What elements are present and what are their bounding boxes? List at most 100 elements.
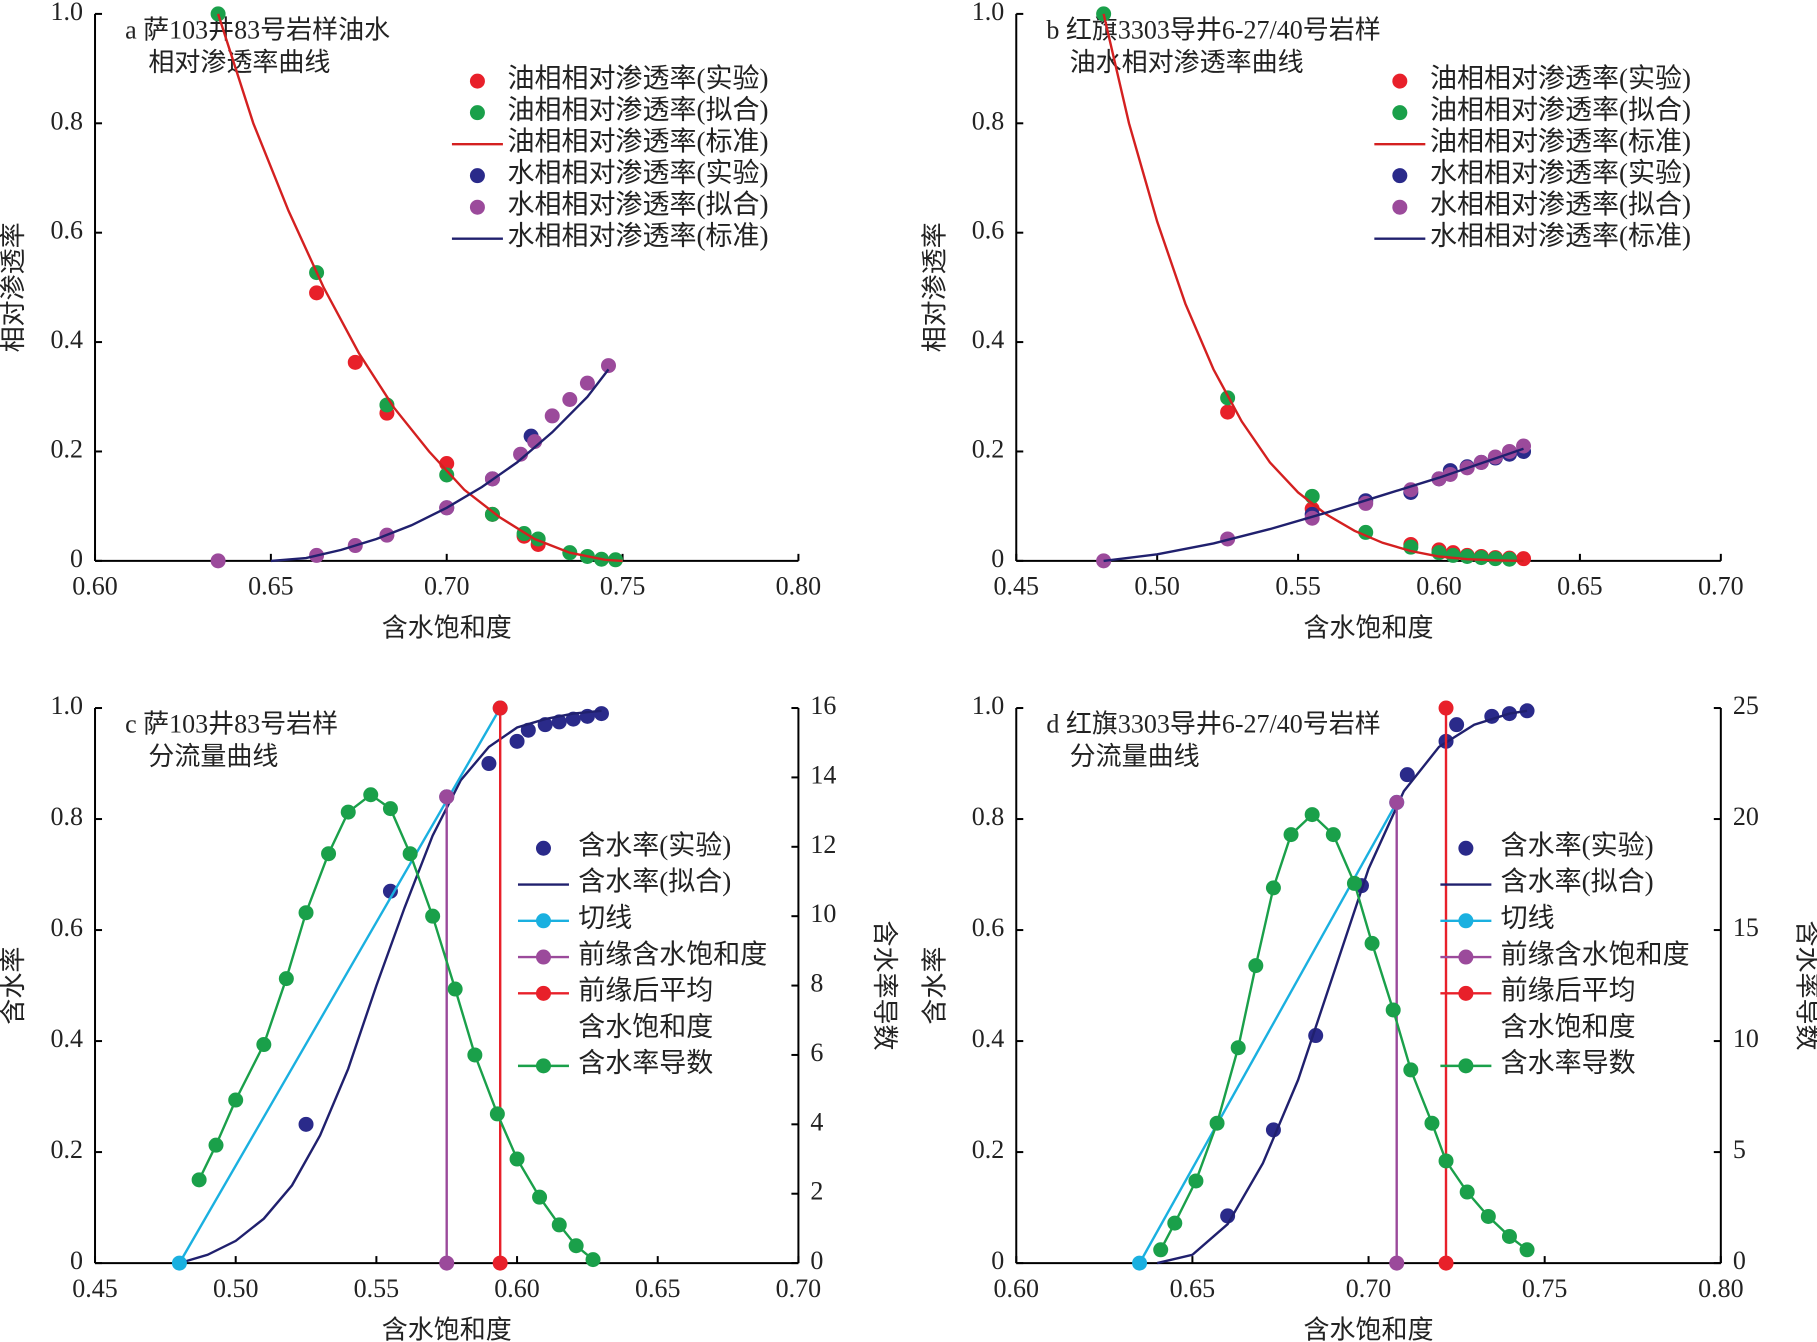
legend-label: 前缘后平均 [578, 976, 713, 1006]
chart-title: 油水相对渗透率曲线 [1070, 48, 1304, 77]
data-point [1265, 1122, 1281, 1138]
legend-marker [1392, 199, 1408, 215]
y2-tick-label: 6 [810, 1038, 823, 1067]
series-line [270, 368, 610, 563]
legend-marker [469, 73, 485, 89]
legend-label: 水相相对渗透率(实验) [1430, 158, 1691, 188]
data-point [532, 1189, 548, 1205]
y-tick-label: 0.4 [51, 325, 84, 354]
legend-label: 含水饱和度 [1501, 1012, 1636, 1042]
data-point [1346, 875, 1362, 891]
legend-marker [1458, 949, 1474, 965]
chart-title: d 红旗3303导井6-27/40号岩样 [1046, 710, 1380, 739]
x-tick-label: 0.65 [1557, 572, 1603, 601]
data-point [551, 1217, 567, 1233]
x-tick-label: 0.70 [776, 1274, 822, 1303]
legend-marker [535, 913, 551, 929]
panel: 0.45 0.50 0.55 0.60 0.65 0.70 0 0.2 0.4 0.6 0.8 1.0… [920, 0, 1743, 642]
legend-marker [469, 168, 485, 184]
legend-label: 水相相对渗透率(标准) [508, 221, 769, 251]
data-point [1230, 1040, 1246, 1056]
legend-label: 含水饱和度 [578, 1012, 713, 1042]
y2-tick-label: 10 [1733, 1024, 1759, 1053]
legend-marker [1458, 985, 1474, 1001]
data-point [1188, 1173, 1204, 1189]
data-point [492, 700, 508, 716]
data-point [484, 506, 500, 522]
x-tick-label: 0.60 [1416, 572, 1462, 601]
y2-tick-label: 16 [810, 691, 836, 720]
data-point [1516, 551, 1532, 567]
series-line [1156, 709, 1528, 1265]
legend-marker [1458, 913, 1474, 929]
x-axis-label: 含水饱和度 [1304, 1316, 1434, 1342]
data-point [579, 375, 595, 391]
y-tick-label: 1.0 [972, 0, 1005, 26]
data-point [1132, 1255, 1148, 1271]
data-point [593, 706, 609, 722]
legend-label: 前缘含水饱和度 [578, 939, 767, 969]
chart-title: c 萨103井83号岩样 [125, 710, 338, 739]
data-point [208, 1137, 224, 1153]
data-point [447, 981, 463, 997]
y2-tick-label: 25 [1733, 691, 1759, 720]
y-tick-label: 1.0 [51, 0, 84, 26]
y2-tick-label: 5 [1733, 1135, 1746, 1164]
x-axis-label: 含水饱和度 [1304, 613, 1434, 642]
data-point [1389, 1255, 1405, 1271]
y2-tick-label: 14 [810, 760, 836, 789]
legend-marker [1458, 1058, 1474, 1074]
legend-label: 水相相对渗透率(标准) [1430, 221, 1691, 251]
y-tick-label: 0.8 [972, 106, 1005, 135]
x-tick-label: 0.60 [72, 572, 118, 601]
data-point [363, 787, 379, 803]
data-point [171, 1255, 187, 1271]
data-point [1501, 1228, 1517, 1244]
legend-label: 含水率(拟合) [1501, 867, 1654, 897]
data-point [425, 908, 441, 924]
series-line [179, 709, 602, 1265]
x-tick-label: 0.60 [494, 1274, 540, 1303]
x-tick-label: 0.75 [1522, 1274, 1568, 1303]
series-line [216, 13, 623, 563]
legend-label: 前缘后平均 [1501, 976, 1636, 1006]
y-tick-label: 0.6 [972, 913, 1005, 942]
data-point [1220, 404, 1236, 420]
legend-label: 油相相对渗透率(实验) [1430, 63, 1691, 93]
data-point [1519, 1242, 1535, 1258]
series-line [198, 793, 594, 1261]
data-point [489, 1106, 505, 1122]
y-axis-label: 含水率 [0, 947, 28, 1025]
legend-label: 切线 [578, 903, 632, 933]
legend-label: 含水率(拟合) [578, 867, 731, 897]
legend-marker [1392, 105, 1408, 121]
data-point [585, 1252, 601, 1268]
legend-label: 含水率(实验) [1501, 830, 1654, 860]
x-axis-label: 含水饱和度 [382, 1316, 512, 1342]
legend-label: 油相相对渗透率(标准) [1430, 126, 1691, 156]
data-point [228, 1092, 244, 1108]
legend-label: 含水率导数 [578, 1048, 713, 1078]
data-point [298, 1116, 314, 1132]
legend-marker [535, 949, 551, 965]
data-point [1480, 1208, 1496, 1224]
data-point [1325, 827, 1341, 843]
x-axis-label: 含水饱和度 [382, 613, 512, 642]
data-point [321, 846, 337, 862]
data-point [1167, 1215, 1183, 1231]
x-tick-label: 0.65 [248, 572, 294, 601]
y2-tick-label: 0 [1733, 1246, 1746, 1275]
legend-label: 前缘含水饱和度 [1501, 939, 1690, 969]
x-tick-label: 0.50 [1134, 572, 1180, 601]
y2-tick-label: 20 [1733, 802, 1759, 831]
y2-tick-label: 8 [810, 969, 823, 998]
legend-label: 油相相对渗透率(拟合) [1430, 95, 1691, 125]
data-point [481, 756, 497, 772]
y-tick-label: 0.8 [51, 802, 84, 831]
data-point [1487, 551, 1503, 567]
data-point [1403, 1062, 1419, 1078]
y-tick-label: 0.2 [51, 434, 84, 463]
